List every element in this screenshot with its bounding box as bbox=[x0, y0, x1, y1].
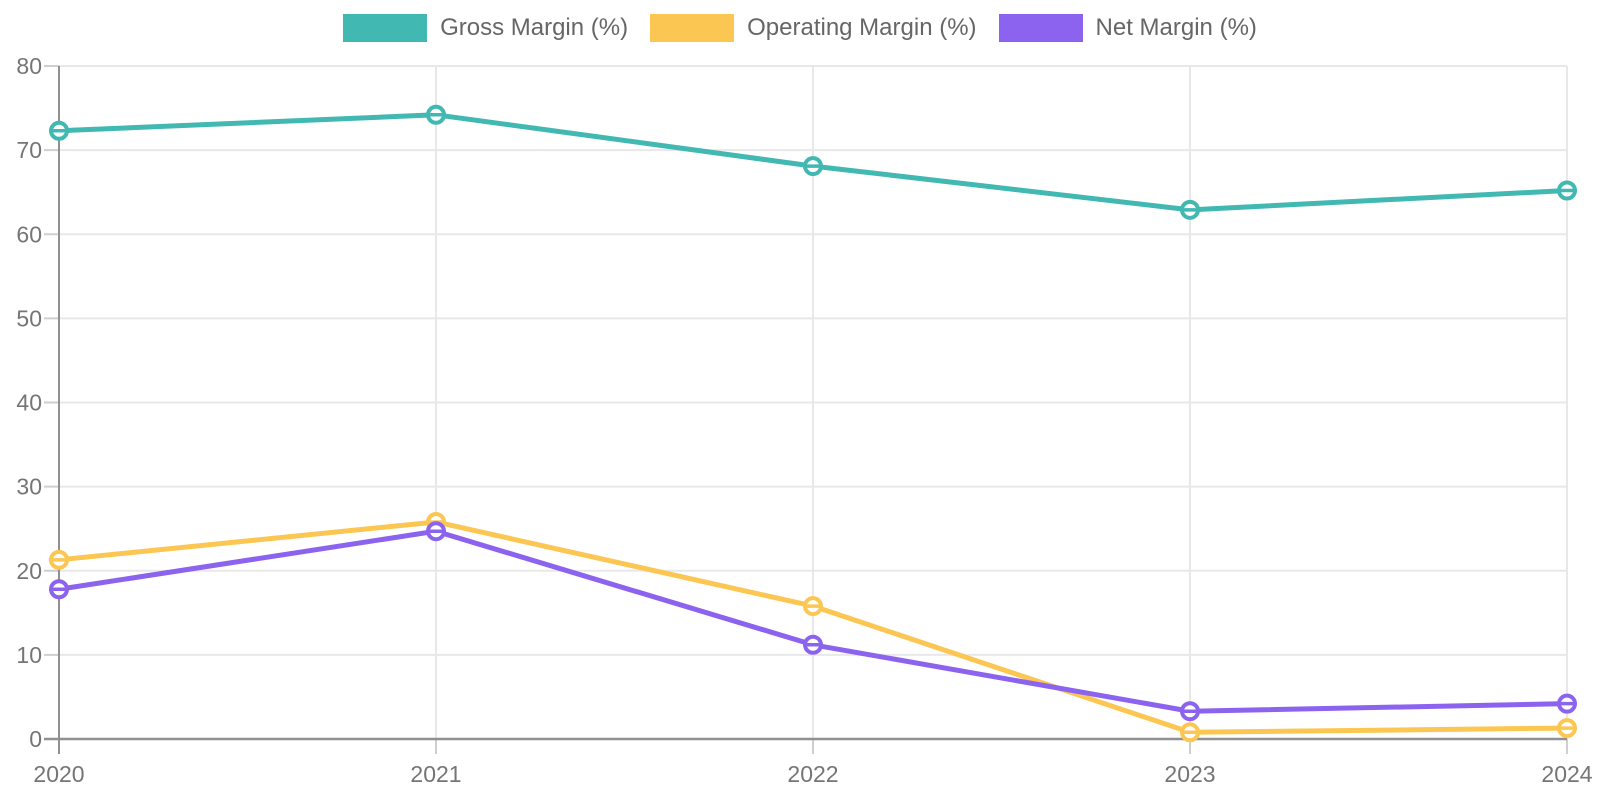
y-tick-label-10: 10 bbox=[16, 642, 42, 668]
x-tick-label-2021: 2021 bbox=[410, 761, 461, 787]
y-tick-label-60: 60 bbox=[16, 221, 42, 247]
chart-legend: Gross Margin (%) Operating Margin (%) Net … bbox=[0, 14, 1600, 42]
x-tick-label-2024: 2024 bbox=[1541, 761, 1592, 787]
legend-swatch-icon bbox=[998, 14, 1083, 42]
y-tick-label-30: 30 bbox=[16, 474, 42, 500]
x-tick-label-2023: 2023 bbox=[1164, 761, 1215, 787]
legend-label: Gross Margin (%) bbox=[440, 14, 629, 41]
legend-label: Operating Margin (%) bbox=[747, 14, 977, 41]
y-tick-label-40: 40 bbox=[16, 390, 42, 416]
legend-item-net-margin[interactable]: Net Margin (%) bbox=[998, 14, 1257, 42]
y-tick-label-50: 50 bbox=[16, 305, 42, 331]
legend-label: Net Margin (%) bbox=[1095, 14, 1257, 41]
x-tick-label-2020: 2020 bbox=[33, 761, 84, 787]
x-tick-label-2022: 2022 bbox=[787, 761, 838, 787]
y-tick-label-80: 80 bbox=[16, 53, 42, 79]
legend-item-gross-margin[interactable]: Gross Margin (%) bbox=[343, 14, 628, 42]
legend-swatch-icon bbox=[343, 14, 428, 42]
y-tick-label-0: 0 bbox=[29, 726, 42, 752]
legend-item-operating-margin[interactable]: Operating Margin (%) bbox=[650, 14, 977, 42]
legend-swatch-icon bbox=[650, 14, 735, 42]
y-tick-label-20: 20 bbox=[16, 558, 42, 584]
y-tick-label-70: 70 bbox=[16, 137, 42, 163]
